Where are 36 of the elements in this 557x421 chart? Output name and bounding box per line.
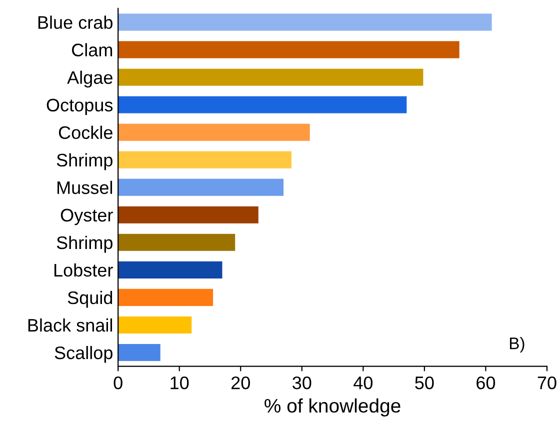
x-tick-label: 60 [476,376,496,390]
y-tick-label: Squid [68,290,112,308]
y-tick-label: Black snail [28,318,112,332]
bar [118,206,258,224]
x-tick-label: 40 [354,376,372,390]
x-tick-label: 70 [538,376,556,390]
y-tick-label: Shrimp [56,236,112,253]
y-tick-label: Clam [72,43,112,56]
bar [118,151,292,168]
bar [118,14,492,31]
annotation: B) [510,337,524,353]
bar [118,41,460,58]
y-tick-label: Cockle [58,126,112,140]
y-tick-label: Scallop [54,346,112,363]
bar [118,316,192,334]
bar [118,234,236,251]
bar [118,288,214,306]
bar [118,261,222,278]
y-tick-label: Oyster [60,208,113,226]
bar [118,96,407,114]
bar [118,344,160,362]
x-axis-title: % of knowledge [264,398,400,417]
bar [118,124,310,141]
y-tick-label: Octopus [46,98,113,116]
y-tick-label: Mussel [58,180,112,194]
x-tick-label: 30 [292,376,312,390]
y-tick-label: Algae [67,70,112,88]
y-tick-label: Blue crab [38,16,112,29]
x-tick-label: 50 [415,376,434,390]
x-tick-label: 10 [170,376,189,390]
bar [118,178,284,196]
y-tick-label: Shrimp [56,153,112,170]
bar [118,68,424,86]
x-tick-label: 20 [231,376,250,390]
y-tick-label: Lobster [54,263,113,277]
x-tick-label: 0 [114,376,122,390]
